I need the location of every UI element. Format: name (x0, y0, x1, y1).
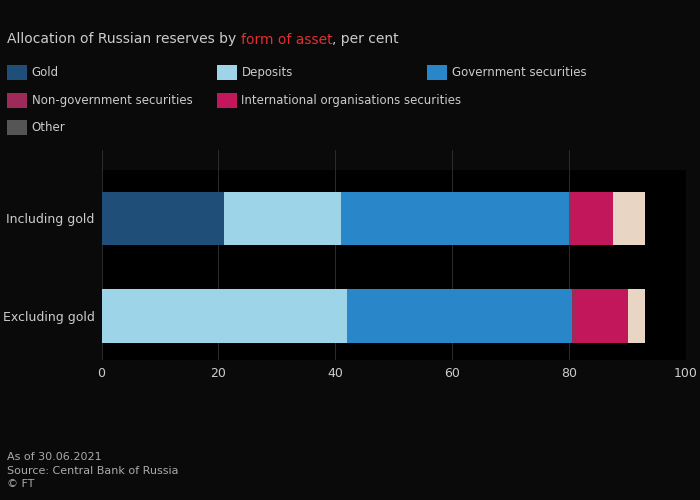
Bar (347, 289, 572, 343)
Bar (572, 192, 613, 245)
Bar (102, 192, 224, 245)
Bar (224, 192, 341, 245)
Text: form of asset: form of asset (241, 32, 332, 46)
Text: International organisations securities: International organisations securities (241, 94, 461, 106)
Text: Source: Central Bank of Russia: Source: Central Bank of Russia (7, 466, 178, 476)
Bar (569, 192, 572, 245)
Bar (102, 192, 224, 245)
Bar (102, 289, 347, 343)
Bar (102, 289, 347, 343)
Text: © FT: © FT (7, 479, 34, 489)
Bar (613, 192, 645, 245)
Bar (572, 289, 575, 343)
Bar (569, 192, 572, 245)
Bar (575, 289, 627, 343)
Text: Government securities: Government securities (452, 66, 586, 79)
Text: Other: Other (32, 121, 65, 134)
Bar (224, 192, 341, 245)
Text: As of 30.06.2021: As of 30.06.2021 (7, 452, 101, 462)
Bar (102, 267, 686, 365)
Text: Non-government securities: Non-government securities (32, 94, 193, 106)
Bar (627, 289, 645, 343)
Bar (572, 192, 613, 245)
Bar (613, 192, 645, 245)
Bar (341, 192, 569, 245)
Text: Deposits: Deposits (241, 66, 293, 79)
Bar (102, 170, 686, 267)
Bar (572, 289, 575, 343)
Text: , per cent: , per cent (332, 32, 399, 46)
Bar (341, 192, 569, 245)
Bar (575, 289, 627, 343)
Text: Allocation of Russian reserves by: Allocation of Russian reserves by (7, 32, 241, 46)
Bar (627, 289, 645, 343)
Bar (347, 289, 572, 343)
Text: Gold: Gold (32, 66, 59, 79)
